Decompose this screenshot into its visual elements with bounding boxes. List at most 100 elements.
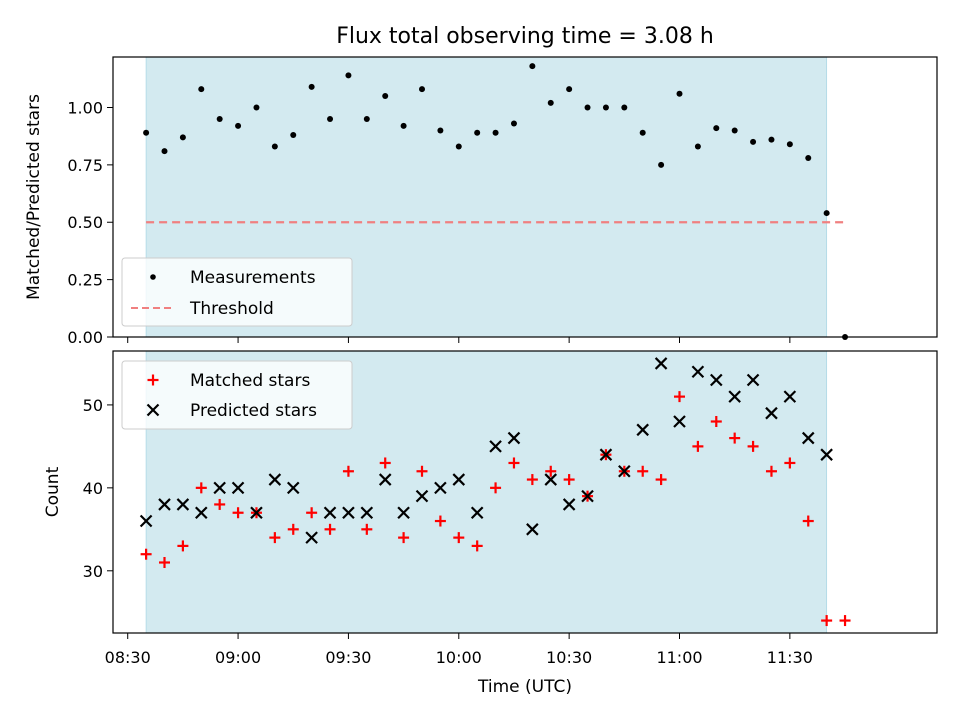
predicted-star-point-b: [526, 523, 539, 536]
matched-star-point: [821, 615, 833, 627]
predicted-star-point: [654, 357, 668, 370]
matched-star-point: [526, 474, 538, 486]
legend-predicted-label: Predicted stars: [190, 401, 317, 421]
bottom-axes-frame: [112, 350, 938, 634]
predicted-star-point: [618, 464, 631, 478]
predicted-star-point: [176, 498, 190, 511]
predicted-star-point: [286, 481, 300, 495]
measurement-point: [308, 83, 315, 90]
legend-threshold-label: Threshold: [189, 299, 274, 319]
chart-title: Flux total observing time = 3.08 h: [336, 24, 714, 49]
x-tick-label: 11:30: [767, 648, 813, 667]
predicted-star-point: [305, 531, 318, 544]
matched-star-point: [508, 457, 520, 469]
predicted-star-point-b: [618, 464, 631, 478]
predicted-star-point-b: [636, 423, 649, 437]
measurement-point: [235, 122, 242, 129]
predicted-star-point-b: [489, 440, 502, 453]
predicted-star-point-b: [360, 506, 374, 520]
matched-star-point: [269, 532, 281, 544]
predicted-star-point-b: [305, 531, 318, 544]
predicted-star-point: [213, 481, 226, 495]
predicted-star-point: [710, 373, 723, 387]
matched-star-point: [545, 465, 557, 477]
measurement-point: [731, 127, 738, 134]
measurement-points: [143, 63, 849, 340]
measurement-point: [694, 143, 701, 150]
predicted-star-point: [599, 448, 613, 461]
x-tick-label: 10:00: [436, 648, 482, 667]
legend-cross-b: [146, 403, 160, 417]
measurement-point: [290, 132, 297, 139]
legend-predicted-marker: [146, 403, 160, 417]
matched-star-point: [434, 515, 446, 527]
predicted-star-point: [783, 390, 797, 403]
predicted-star-point-b: [158, 498, 171, 511]
predicted-star-point-b: [599, 448, 613, 461]
matched-star-point: [490, 482, 502, 494]
matched-star-point: [655, 474, 667, 486]
measurement-point: [676, 90, 683, 97]
predicted-star-point-b: [470, 506, 484, 520]
predicted-star-point-b: [544, 473, 558, 486]
measurement-point: [198, 86, 205, 93]
measurement-point: [253, 104, 260, 111]
legend-plus: [147, 374, 159, 386]
matched-star-point: [398, 532, 410, 544]
matched-star-point: [177, 540, 189, 552]
predicted-star-point: [195, 506, 208, 520]
matched-star-point: [637, 465, 649, 477]
predicted-star-point: [360, 506, 374, 520]
matched-star-point: [453, 532, 465, 544]
matched-star-point: [471, 540, 483, 552]
predicted-star-point-b: [323, 506, 337, 520]
predicted-star-point-b: [562, 498, 576, 511]
legend-matched-label: Matched stars: [190, 371, 310, 391]
predicted-star-point-b: [139, 514, 153, 528]
matched-star-point: [159, 557, 170, 568]
top-x-ticks: [127, 337, 791, 343]
top-panel: 0.00 0.25 0.50 0.75 1.00 Flux total observin…: [24, 24, 938, 347]
matched-star-point: [563, 474, 575, 486]
bottom-y-ticks: 30 40 50: [83, 396, 113, 581]
predicted-star-point: [691, 365, 705, 379]
measurement-point: [474, 129, 481, 136]
x-tick-label: 10:30: [546, 648, 592, 667]
measurement-point: [805, 154, 812, 161]
predicted-star-point: [820, 448, 833, 461]
predicted-star-point: [323, 506, 337, 520]
legend-cross: [146, 403, 160, 417]
measurement-point: [271, 143, 278, 150]
measurement-point: [786, 141, 793, 148]
matched-star-point: [214, 498, 226, 510]
predicted-star-point-b: [342, 506, 355, 520]
top-y-ticks: 0.00 0.25 0.50 0.75 1.00: [67, 98, 113, 347]
predicted-star-point: [636, 423, 649, 437]
measurement-point: [382, 93, 389, 100]
predicted-star-point: [489, 440, 502, 453]
predicted-star-point-b: [250, 506, 263, 520]
matched-star-point: [674, 391, 685, 403]
measurement-point: [216, 115, 223, 122]
matched-star-point: [287, 523, 299, 535]
predicted-star-point-b: [507, 431, 521, 445]
predicted-star-point-b: [397, 506, 410, 520]
measurement-point: [327, 115, 334, 122]
predicted-star-point: [470, 506, 484, 520]
x-tick-label: 09:30: [325, 648, 371, 667]
measurement-point: [492, 129, 499, 136]
bottom-y-tick-label: 40: [83, 479, 103, 498]
bottom-y-axis-label: Count: [43, 466, 63, 517]
x-tick-label: 09:00: [215, 648, 261, 667]
measurement-point: [566, 86, 573, 93]
x-axis-label: Time (UTC): [477, 677, 572, 697]
top-y-tick-label: 0.75: [67, 156, 103, 175]
predicted-star-point: [544, 473, 558, 486]
measurement-point: [529, 63, 536, 70]
measurement-point: [639, 129, 646, 136]
predicted-stars-points: [139, 357, 833, 544]
measurement-point: [179, 134, 186, 141]
top-legend: Measurements Threshold: [121, 257, 353, 327]
measurement-point: [750, 138, 757, 145]
